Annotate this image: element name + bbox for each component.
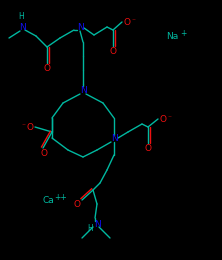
Text: O: O	[40, 148, 48, 158]
Text: ⁻: ⁻	[167, 114, 171, 122]
Text: N: N	[77, 23, 83, 31]
Text: O: O	[26, 122, 34, 132]
Text: N: N	[94, 219, 100, 229]
Text: Ca: Ca	[42, 196, 54, 205]
Text: H: H	[87, 224, 93, 232]
Text: Na: Na	[166, 31, 178, 41]
Text: +: +	[180, 29, 186, 37]
Text: O: O	[73, 199, 81, 209]
Text: ⁻: ⁻	[21, 121, 25, 131]
Text: O: O	[44, 63, 50, 73]
Text: O: O	[145, 144, 151, 153]
Text: O: O	[123, 17, 131, 27]
Text: O: O	[109, 47, 117, 55]
Text: N: N	[111, 133, 117, 142]
Text: H: H	[18, 11, 24, 21]
Text: ⁻: ⁻	[131, 16, 135, 25]
Text: O: O	[159, 114, 166, 124]
Text: N: N	[80, 86, 86, 94]
Text: N: N	[19, 23, 25, 31]
Text: ++: ++	[55, 192, 67, 202]
